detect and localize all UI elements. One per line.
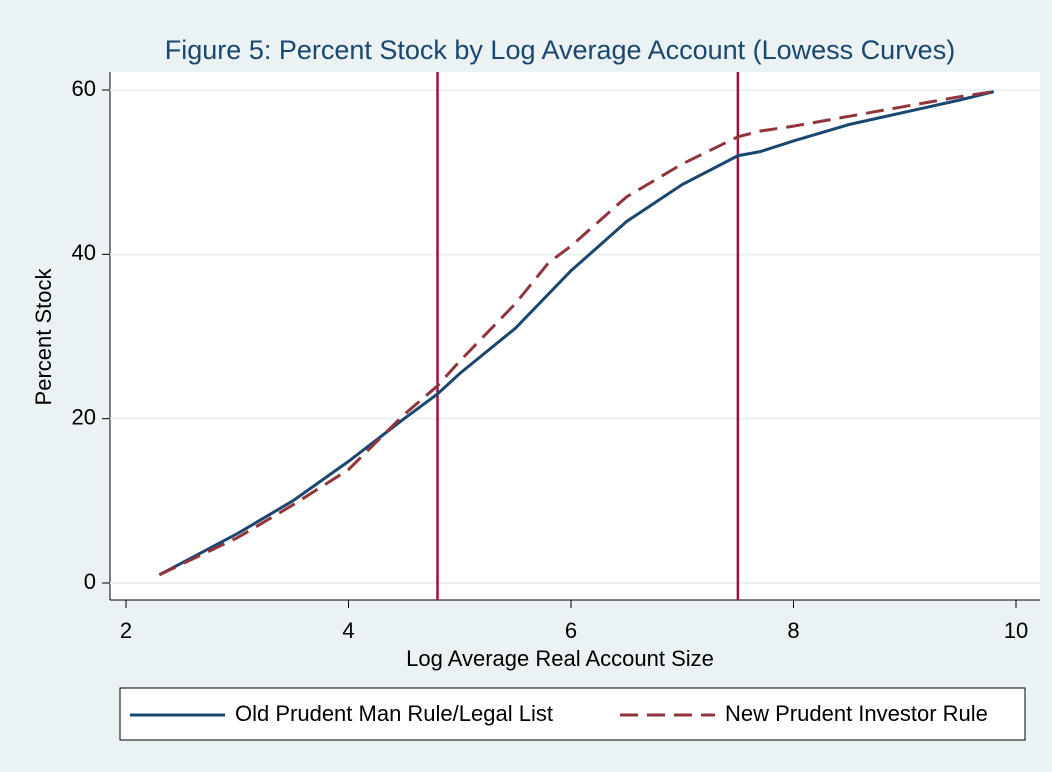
line-series: [158, 90, 994, 577]
legend: [119, 687, 1026, 741]
x-axis-label: Log Average Real Account Size: [406, 646, 714, 671]
x-tick-label: 2: [120, 618, 132, 643]
chart-title: Figure 5: Percent Stock by Log Average A…: [165, 35, 955, 65]
line-series: [158, 90, 995, 577]
y-tick-label: 40: [72, 240, 96, 265]
y-tick-label: 20: [72, 404, 96, 429]
legend-label: New Prudent Investor Rule: [725, 701, 988, 726]
x-tick-label: 4: [342, 618, 354, 643]
x-tick-label: 6: [565, 618, 577, 643]
y-axis-label: Percent Stock: [31, 268, 56, 406]
plot-area: [110, 72, 1040, 600]
x-tick-label: 8: [787, 618, 799, 643]
y-tick-label: 0: [84, 569, 96, 594]
legend-label: Old Prudent Man Rule/Legal List: [235, 701, 553, 726]
y-tick-label: 60: [72, 76, 96, 101]
x-tick-label: 10: [1004, 618, 1028, 643]
